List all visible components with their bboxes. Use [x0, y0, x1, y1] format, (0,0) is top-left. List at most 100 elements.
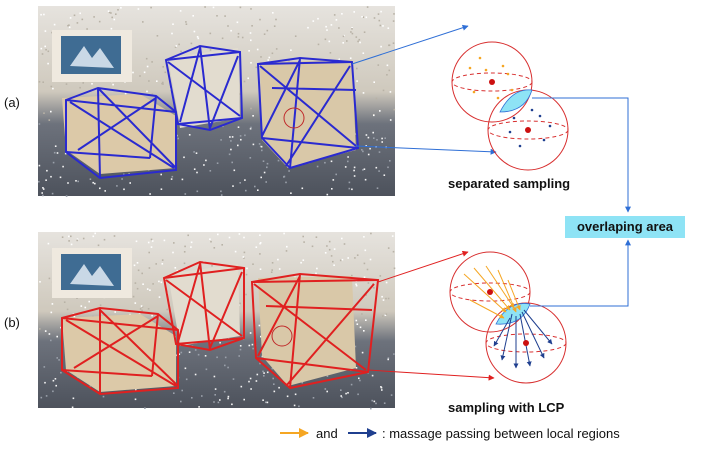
point-cloud-speck	[185, 23, 188, 25]
point-cloud-speck	[353, 169, 355, 172]
point-cloud-speck	[160, 188, 163, 190]
point-cloud-speck	[365, 134, 368, 136]
point-cloud-speck	[389, 91, 392, 93]
point-cloud-speck	[56, 152, 59, 154]
point-cloud-speck	[188, 351, 191, 353]
point-cloud-speck	[178, 353, 181, 355]
point-cloud-speck	[193, 30, 196, 33]
point-cloud-speck	[40, 47, 43, 50]
point-cloud-speck	[252, 347, 254, 350]
point-cloud-speck	[210, 240, 212, 243]
point-cloud-speck	[195, 152, 198, 154]
point-cloud-speck	[387, 357, 390, 359]
point-cloud-speck	[97, 244, 100, 247]
point-cloud-speck	[356, 67, 358, 70]
point-cloud-speck	[339, 259, 342, 262]
point-cloud-speck	[47, 242, 50, 245]
point-cloud-speck	[312, 397, 315, 399]
point-cloud-speck	[194, 373, 197, 376]
point-cloud-speck	[379, 24, 382, 27]
point-cloud-speck	[353, 11, 355, 13]
point-cloud-speck	[244, 179, 246, 181]
point-cloud-speck	[79, 12, 81, 15]
point-cloud-speck	[162, 81, 164, 84]
point-cloud-speck	[259, 18, 261, 21]
point-cloud-speck	[248, 380, 250, 383]
point-cloud-speck	[258, 324, 261, 327]
point-cloud-speck	[82, 237, 85, 240]
point-cloud-speck	[378, 151, 381, 153]
point-cloud-speck	[191, 397, 193, 399]
point-cloud-speck	[213, 247, 216, 249]
point-cloud-speck	[332, 260, 334, 263]
point-cloud-speck	[348, 181, 351, 184]
point-cloud-speck	[363, 330, 365, 332]
point-cloud-speck	[237, 144, 239, 147]
point-cloud-speck	[377, 64, 380, 66]
bounding-box-overlays-b	[61, 260, 380, 396]
point-cloud-speck	[185, 378, 188, 381]
point-cloud-speck	[228, 236, 231, 239]
point-cloud-speck	[45, 395, 48, 397]
point-cloud-speck	[147, 241, 150, 244]
point-cloud-speck	[82, 82, 84, 84]
point-cloud-speck	[209, 238, 211, 240]
point-cloud-speck	[63, 301, 66, 303]
point-cloud-speck	[355, 284, 358, 287]
point-cloud-speck	[392, 20, 395, 22]
point-cloud-speck	[355, 367, 358, 369]
point-cloud-speck	[250, 39, 252, 42]
point-cloud-speck	[257, 189, 259, 191]
point-cloud-speck	[300, 261, 302, 264]
point-cloud-speck	[363, 262, 366, 265]
point-cloud-speck	[220, 139, 222, 141]
point-cloud-speck	[65, 195, 68, 197]
point-cloud-speck	[230, 148, 232, 151]
sphere-b-top	[449, 251, 531, 333]
point-cloud-speck	[317, 17, 319, 20]
point-cloud-speck	[146, 90, 148, 93]
point-cloud-speck	[254, 185, 256, 188]
point-cloud-speck	[232, 378, 235, 380]
point-cloud-speck	[245, 293, 247, 296]
point-cloud-speck	[387, 247, 390, 249]
point-cloud-speck	[140, 305, 143, 307]
point-cloud-speck	[38, 164, 41, 167]
point-cloud-speck	[98, 20, 101, 23]
point-cloud-speck	[181, 178, 184, 181]
point-cloud-speck	[103, 238, 106, 241]
point-cloud-speck	[303, 241, 305, 243]
point-cloud-speck	[150, 238, 153, 241]
point-cloud-speck	[161, 259, 164, 261]
point-cloud-speck	[39, 328, 41, 330]
point-cloud-speck	[382, 25, 384, 27]
point-cloud-speck	[353, 175, 356, 177]
point-cloud-speck	[177, 137, 179, 140]
point-cloud-speck	[333, 248, 336, 250]
point-cloud-speck	[162, 83, 164, 85]
point-cloud-speck	[242, 256, 245, 258]
point-cloud-speck	[362, 16, 365, 18]
point-cloud-speck	[273, 390, 276, 393]
point-cloud-speck	[45, 48, 47, 51]
point-cloud-speck	[92, 181, 94, 184]
point-cloud-speck	[372, 131, 374, 134]
bounding-box-overlays-a	[65, 44, 360, 180]
point-cloud-speck	[141, 272, 143, 275]
point-cloud-speck	[328, 40, 331, 43]
point-cloud-speck	[183, 262, 186, 265]
point-cloud-speck	[271, 367, 274, 370]
point-cloud-speck	[132, 71, 134, 74]
overlap-callout: overlaping area	[530, 97, 685, 307]
point-cloud-speck	[243, 251, 246, 254]
point-cloud-speck	[219, 399, 221, 401]
point-cloud-speck	[227, 25, 229, 27]
point-cloud-speck	[139, 308, 142, 310]
point-cloud-speck	[44, 381, 46, 384]
point-cloud-speck	[223, 390, 226, 393]
point-cloud-speck	[234, 250, 237, 253]
point-cloud-speck	[365, 16, 368, 19]
point-cloud-speck	[43, 366, 46, 368]
point-cloud-speck	[69, 17, 72, 19]
point-cloud-speck	[71, 316, 74, 318]
